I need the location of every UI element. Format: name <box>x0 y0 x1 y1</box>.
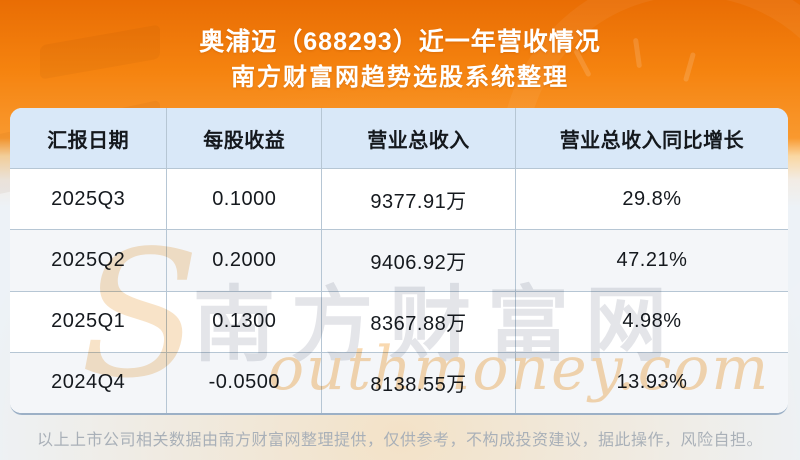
cell-total-revenue: 8367.88万 <box>321 291 515 352</box>
cell-eps: 0.1000 <box>166 169 321 230</box>
cell-report-date: 2025Q1 <box>51 310 126 333</box>
page-subtitle: 南方财富网趋势选股系统整理 <box>231 64 569 91</box>
cell-total-revenue: 9377.91万 <box>321 169 515 230</box>
cell-report-date: 2025Q3 <box>51 187 126 210</box>
page-title: 奥浦迈（688293）近一年营收情况 <box>199 28 601 56</box>
cell-eps: -0.0500 <box>166 352 321 413</box>
header-cell-report-date: 汇报日期 <box>47 129 130 152</box>
table-header-row: 汇报日期 每股收益 营业总收入 营业总收入同比增长 <box>10 108 788 168</box>
table-row: 2024Q4 -0.0500 8138.55万 13.93% <box>10 351 788 413</box>
header-cell-yoy-growth: 营业总收入同比增长 <box>514 108 788 168</box>
table-row: 2025Q1 0.1300 8367.88万 4.98% <box>10 290 788 352</box>
cell-report-date: 2025Q2 <box>51 248 126 271</box>
disclaimer-text: 以上上市公司相关数据由南方财富网整理提供，仅供参考，不构成投资建议，据此操作，风… <box>36 432 763 449</box>
cell-total-revenue: 9406.92万 <box>321 230 515 291</box>
cell-yoy-growth: 13.93% <box>514 352 788 413</box>
table-row: 2025Q3 0.1000 9377.91万 29.8% <box>10 168 788 230</box>
cell-yoy-growth: 47.21% <box>514 230 788 291</box>
cell-eps: 0.1300 <box>166 291 321 352</box>
revenue-table: 汇报日期 每股收益 营业总收入 营业总收入同比增长 2025Q3 0.1000 … <box>10 108 788 415</box>
header-cell-eps: 每股收益 <box>166 108 321 168</box>
cell-yoy-growth: 4.98% <box>514 291 788 352</box>
cell-eps: 0.2000 <box>166 230 321 291</box>
cell-yoy-growth: 29.8% <box>514 169 788 230</box>
table-row: 2025Q2 0.2000 9406.92万 47.21% <box>10 229 788 291</box>
cell-total-revenue: 8138.55万 <box>321 352 515 413</box>
cell-report-date: 2024Q4 <box>51 371 126 394</box>
header-cell-total-revenue: 营业总收入 <box>321 108 515 168</box>
